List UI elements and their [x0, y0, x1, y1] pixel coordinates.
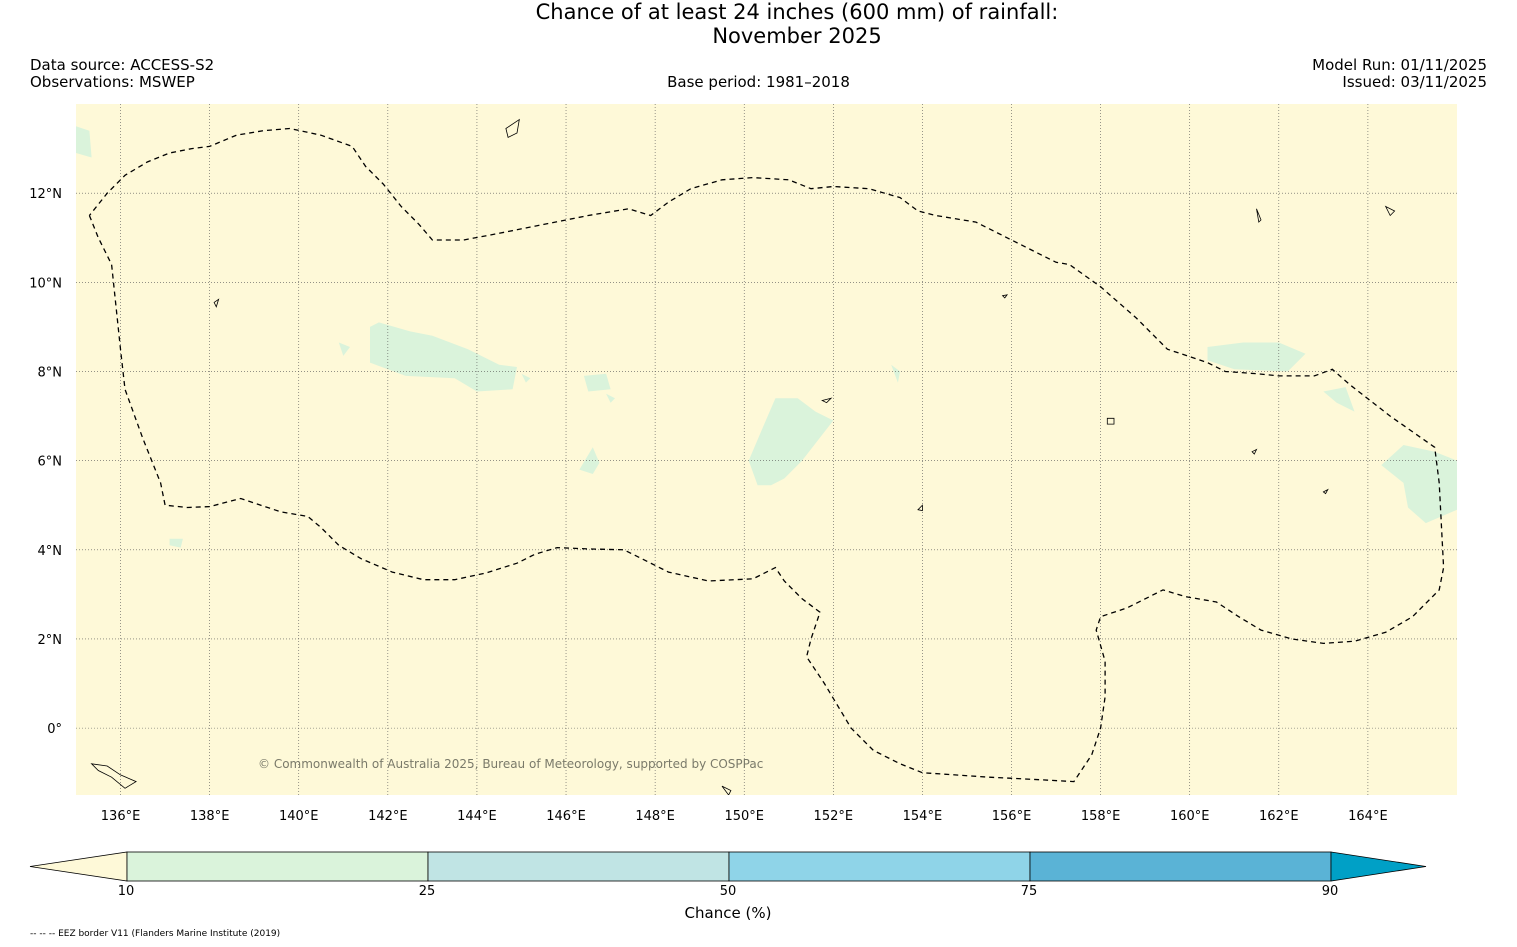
low-chance-area: [583, 373, 611, 392]
low-chance-area: [748, 398, 834, 486]
latitude-tick-label: 10°N: [29, 276, 62, 291]
colorbar-segment: [427, 851, 730, 882]
colorbar-tick-label: 25: [419, 884, 436, 899]
rainfall-chance-map: 12°N 10°N 8°N 6°N 4°N 2°N 0° 136°E 138°E 140°E 14…: [29, 104, 1457, 824]
island-coastline: [1106, 417, 1115, 425]
colorbar-segment: [728, 851, 1031, 882]
low-chance-area: [1207, 342, 1306, 372]
low-chance-area: [1381, 445, 1457, 524]
island-coastline: [1251, 448, 1258, 455]
map-title-line2: November 2025: [712, 24, 882, 48]
colorbar-tick-label: 50: [720, 884, 737, 899]
longitude-tick-label: 156°E: [992, 809, 1032, 824]
data-source-label: Data source: ACCESS-S2: [30, 56, 215, 74]
colorbar-legend: 10 25 50 75 90 Chance (%): [29, 851, 1427, 922]
graticule: [76, 104, 1457, 795]
eez-border-footnote: -- -- -- EEZ border V11 (Flanders Marine…: [30, 929, 281, 939]
longitude-tick-label: 160°E: [1170, 809, 1210, 824]
low-chance-area: [521, 373, 531, 383]
colorbar-segment-above-90: [1330, 851, 1427, 882]
longitude-labels: 136°E 138°E 140°E 142°E 144°E 146°E 148°E 150°E…: [101, 809, 1388, 824]
latitude-labels: 12°N 10°N 8°N 6°N 4°N 2°N 0°: [29, 187, 62, 737]
colorbar-segment-below-10: [29, 851, 128, 882]
island-coastline: [1322, 488, 1329, 495]
low-chance-area: [370, 322, 517, 392]
island-coastline: [90, 763, 137, 789]
colorbar-tick-label: 10: [118, 884, 135, 899]
longitude-tick-label: 162°E: [1259, 809, 1299, 824]
low-chance-areas: [76, 126, 1457, 548]
observations-label: Observations: MSWEP: [30, 73, 195, 91]
island-coastline: [1384, 205, 1396, 217]
latitude-tick-label: 8°N: [38, 365, 63, 380]
colorbar-label: Chance (%): [685, 904, 772, 922]
colorbar-segment: [1029, 851, 1332, 882]
longitude-tick-label: 142°E: [368, 809, 408, 824]
map-title-line1: Chance of at least 24 inches (600 mm) of…: [535, 0, 1059, 24]
colorbar-segments: [29, 851, 1427, 882]
longitude-tick-label: 136°E: [101, 809, 141, 824]
island-coastline: [721, 785, 732, 795]
longitude-tick-label: 146°E: [546, 809, 586, 824]
longitude-tick-label: 140°E: [279, 809, 319, 824]
coastlines: [90, 118, 1396, 795]
latitude-tick-label: 2°N: [38, 633, 63, 648]
colorbar-ticks: 10 25 50 75 90: [118, 884, 1339, 899]
longitude-tick-label: 144°E: [457, 809, 497, 824]
island-coastline: [1256, 208, 1262, 223]
base-period-label: Base period: 1981–2018: [667, 73, 850, 91]
longitude-tick-label: 150°E: [724, 809, 764, 824]
low-chance-area: [169, 538, 183, 548]
colorbar-tick-label: 75: [1021, 884, 1038, 899]
latitude-tick-label: 6°N: [38, 455, 63, 470]
island-coastline: [821, 397, 833, 404]
latitude-tick-label: 12°N: [29, 187, 62, 202]
low-chance-area: [338, 342, 350, 356]
low-chance-area: [891, 364, 901, 383]
island-coastline: [917, 504, 923, 512]
model-run-label: Model Run: 01/11/2025: [1312, 56, 1487, 74]
colorbar-tick-label: 90: [1322, 884, 1339, 899]
longitude-tick-label: 158°E: [1081, 809, 1121, 824]
low-chance-area: [76, 126, 92, 158]
island-coastline: [505, 118, 520, 138]
latitude-tick-label: 4°N: [38, 544, 63, 559]
low-chance-area: [606, 393, 615, 403]
longitude-tick-label: 164°E: [1348, 809, 1388, 824]
copyright-notice: © Commonwealth of Australia 2025, Bureau…: [258, 757, 763, 771]
colorbar-segment: [126, 851, 429, 882]
longitude-tick-label: 152°E: [814, 809, 854, 824]
island-coastline: [1001, 294, 1009, 299]
low-chance-area: [1323, 387, 1355, 412]
island-coastline: [213, 298, 220, 308]
longitude-tick-label: 138°E: [190, 809, 230, 824]
issued-label: Issued: 03/11/2025: [1342, 73, 1487, 91]
longitude-tick-label: 154°E: [903, 809, 943, 824]
latitude-tick-label: 0°: [47, 722, 62, 737]
longitude-tick-label: 148°E: [635, 809, 675, 824]
